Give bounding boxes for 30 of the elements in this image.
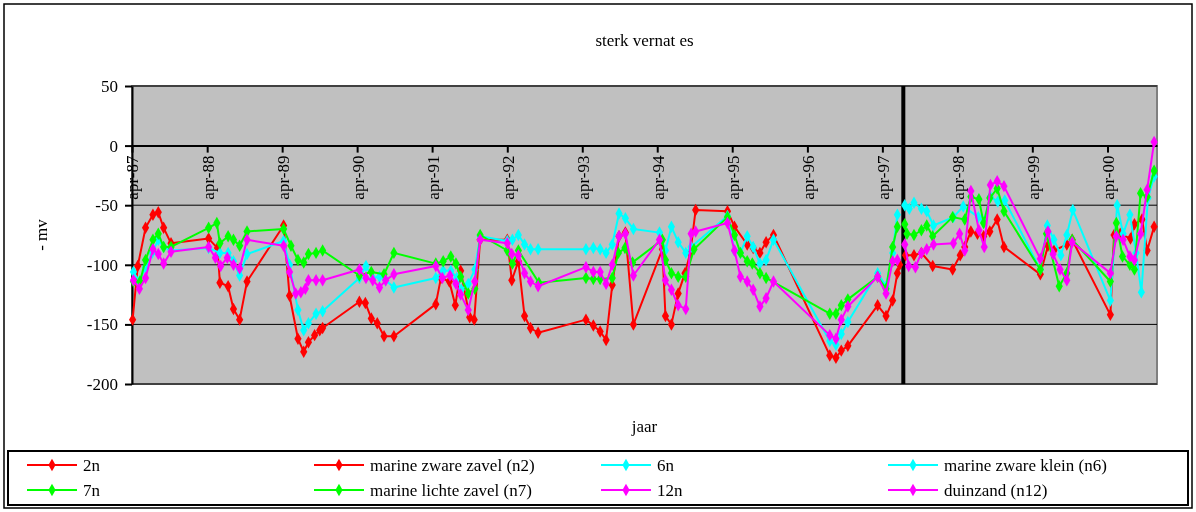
legend-label: 2n — [83, 455, 101, 475]
legend-label: 12n — [657, 480, 683, 500]
legend-label: marine zware klein (n6) — [944, 455, 1107, 475]
x-tick-label: apr-97 — [873, 155, 893, 200]
x-tick-label: apr-93 — [573, 155, 593, 200]
x-tick-label: apr-90 — [348, 155, 368, 200]
y-tick-label: 0 — [109, 136, 118, 156]
x-tick-label: apr-95 — [723, 155, 743, 200]
x-tick-label: apr-89 — [273, 155, 293, 200]
x-tick-label: apr-88 — [198, 155, 218, 200]
y-tick-label: -150 — [86, 315, 118, 335]
x-tick-label: apr-00 — [1098, 155, 1118, 200]
y-tick-label: -50 — [95, 196, 118, 216]
x-tick-label: apr-96 — [798, 155, 818, 200]
x-tick-label: apr-99 — [1023, 155, 1043, 200]
y-tick-label: 50 — [101, 76, 118, 96]
x-tick-label: apr-92 — [498, 155, 518, 200]
legend-label: marine lichte zavel (n7) — [370, 480, 532, 500]
x-tick-label: apr-98 — [948, 155, 968, 200]
legend-label: duinzand (n12) — [944, 480, 1048, 500]
x-axis-title: jaar — [630, 417, 658, 436]
chart-title: sterk vernat es — [595, 31, 694, 50]
x-tick-label: apr-91 — [423, 155, 443, 200]
y-axis-title: - mv — [32, 218, 51, 251]
legend-label: 6n — [657, 455, 675, 475]
y-tick-label: -100 — [86, 255, 118, 275]
legend-label: 7n — [83, 480, 101, 500]
legend-label: marine zware zavel (n2) — [370, 455, 535, 475]
y-tick-label: -200 — [86, 374, 118, 394]
x-tick-label: apr-94 — [648, 155, 668, 200]
